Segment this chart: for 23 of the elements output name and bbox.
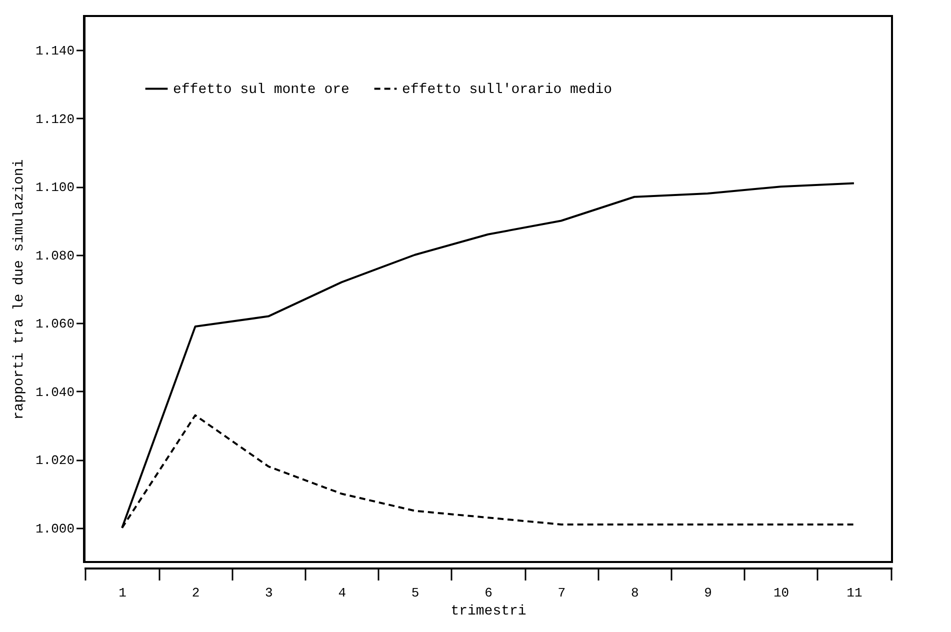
y-tick-label: 1.000 [35,521,74,536]
x-tick-label: 2 [192,586,200,600]
y-tick-label: 1.100 [35,180,74,196]
x-tick-label: 3 [265,586,273,600]
x-tick-label: 8 [630,586,639,600]
x-tick-label: 9 [704,586,712,600]
y-axis-title: rapporti tra le due simulazioni [11,159,28,420]
x-axis-title: trimestri [450,604,526,620]
y-tick-label: 1.020 [35,453,74,468]
y-tick-label: 1.080 [35,248,74,264]
x-tick-label: 5 [411,586,420,600]
y-tick-label: 1.140 [35,44,74,59]
x-tick-label: 4 [338,586,346,600]
x-tick-label: 7 [558,586,566,600]
legend-label: effetto sull'orario medio [402,82,612,98]
legend-label: effetto sul monte ore [173,82,350,98]
x-tick-label: 10 [773,586,790,600]
y-tick-label: 1.040 [35,384,74,400]
x-tick-label: 11 [846,586,862,600]
x-tick-label: 6 [484,586,492,600]
y-tick-label: 1.060 [35,316,74,332]
y-tick-label: 1.120 [35,112,74,127]
x-tick-label: 1 [118,586,127,600]
